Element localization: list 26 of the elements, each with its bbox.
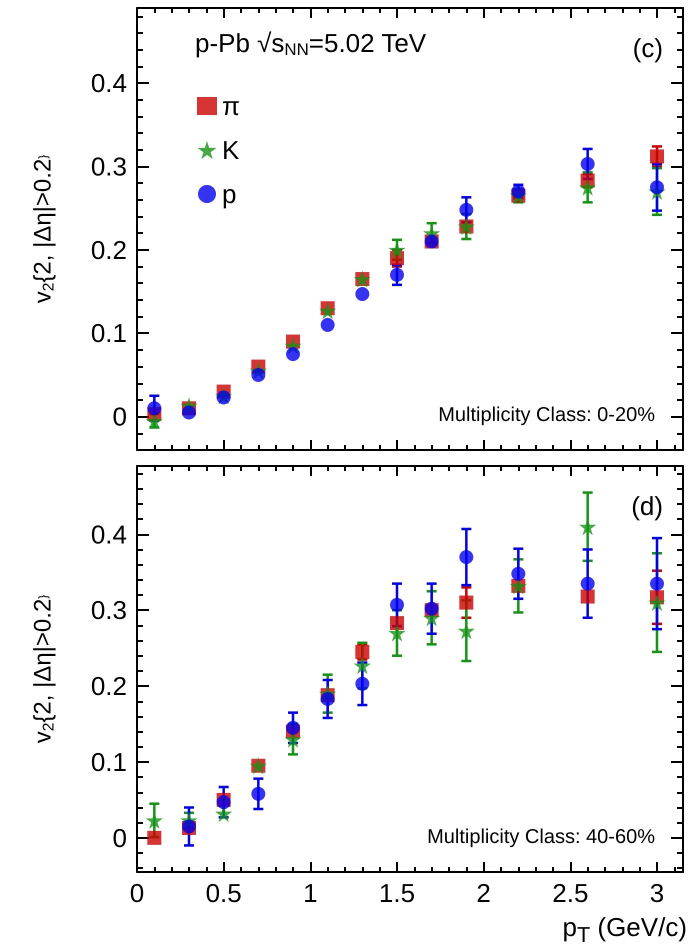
y-axis-title: v2{2, |Δη|>0.2} bbox=[30, 594, 58, 744]
x-tick-label: 3 bbox=[650, 878, 664, 908]
y-tick-label: 0.3 bbox=[90, 595, 127, 626]
y-tick-label: 0.4 bbox=[90, 68, 127, 98]
y-tick-label: 0 bbox=[112, 822, 127, 853]
legend-label: K bbox=[222, 135, 240, 165]
y-tick-label: 0.1 bbox=[90, 318, 127, 348]
legend-label: π bbox=[222, 91, 240, 121]
x-tick-label: 2 bbox=[476, 878, 491, 908]
annotation: (d) bbox=[631, 491, 663, 521]
y-tick-label: 0.3 bbox=[90, 151, 127, 182]
x-tick-label: 1 bbox=[303, 878, 318, 908]
y-tick-label: 0.2 bbox=[90, 234, 127, 265]
x-tick-label: 0.5 bbox=[206, 878, 242, 908]
legend-label: p bbox=[222, 179, 236, 209]
y-tick-label: 0.1 bbox=[90, 746, 127, 777]
annotation: Multiplicity Class: 0-20% bbox=[438, 404, 656, 426]
x-tick-label: 1.5 bbox=[378, 878, 416, 908]
y-tick-label: 0.2 bbox=[90, 671, 127, 702]
y-tick-label: 0.4 bbox=[90, 519, 127, 550]
annotation: Multiplicity Class: 40-60% bbox=[427, 826, 656, 848]
x-tick-label: 2.5 bbox=[552, 878, 588, 908]
y-axis-title: v2{2, |Δη|>0.2} bbox=[30, 154, 58, 304]
x-axis-title: p$_{T}$ (GeV/c) bbox=[562, 912, 687, 948]
y-tick-label: 0 bbox=[112, 402, 127, 432]
annotation: (c) bbox=[632, 33, 663, 63]
